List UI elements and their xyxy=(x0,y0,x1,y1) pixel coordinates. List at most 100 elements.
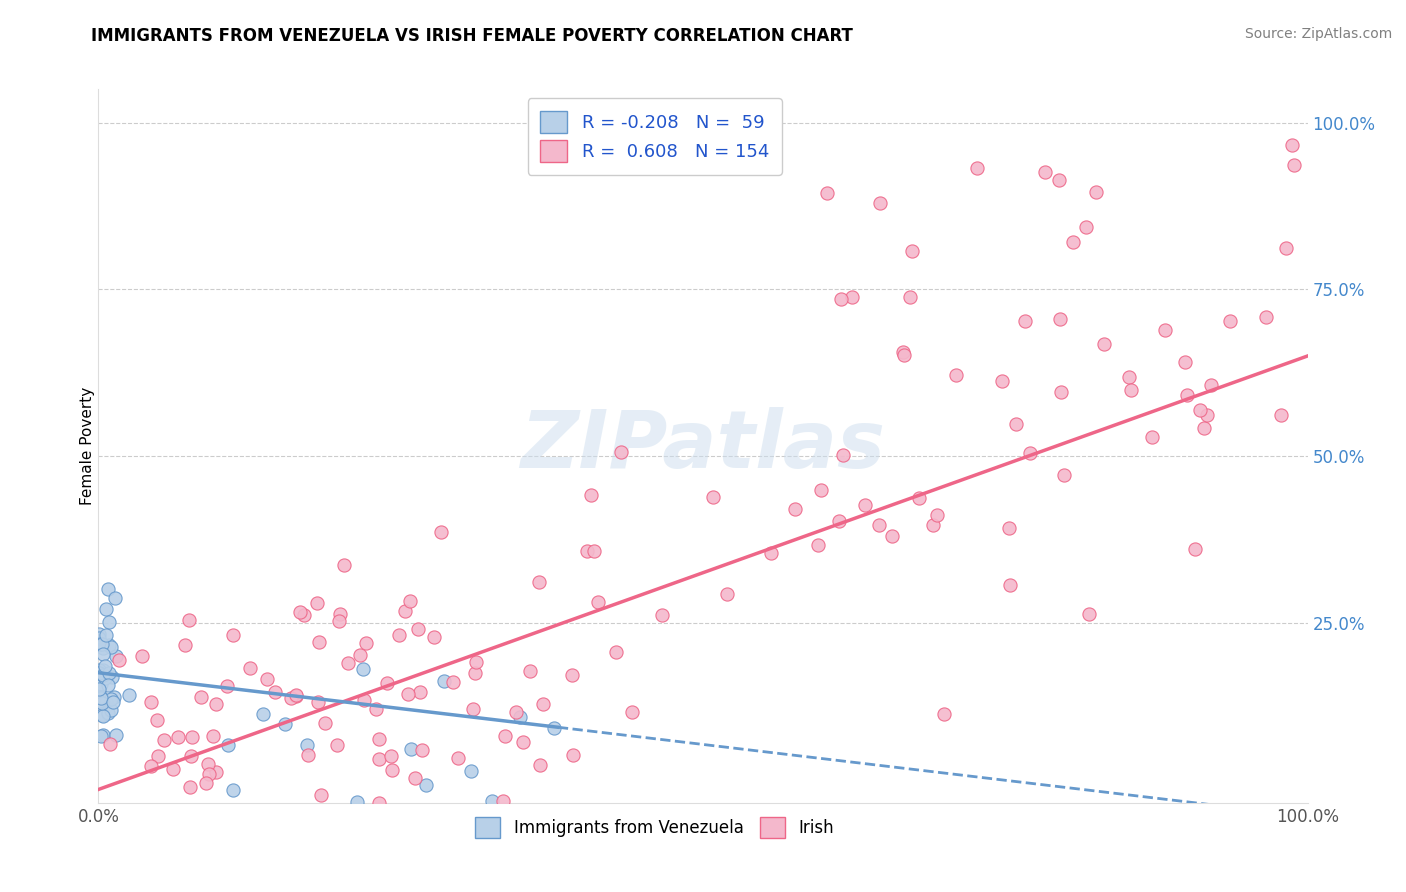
Point xyxy=(356,636,378,650)
Point xyxy=(785,502,807,516)
Point xyxy=(716,586,738,600)
Point xyxy=(810,483,832,498)
Point xyxy=(105,728,128,742)
Point xyxy=(166,730,188,744)
Point xyxy=(97,665,120,680)
Point xyxy=(519,665,541,679)
Point xyxy=(94,695,117,709)
Point xyxy=(1142,429,1164,443)
Point xyxy=(202,730,225,744)
Point xyxy=(759,546,782,560)
Point xyxy=(292,607,315,622)
Point xyxy=(380,764,402,778)
Point xyxy=(93,671,115,685)
Point xyxy=(360,807,382,822)
Point xyxy=(90,690,112,704)
Point xyxy=(1005,417,1028,431)
Point xyxy=(107,653,129,667)
Point xyxy=(807,537,830,551)
Point xyxy=(891,345,914,359)
Point xyxy=(908,491,931,506)
Point xyxy=(621,705,644,719)
Point xyxy=(1192,421,1215,435)
Point xyxy=(561,668,583,682)
Point xyxy=(97,615,120,629)
Point xyxy=(295,738,318,752)
Point xyxy=(93,805,115,820)
Point xyxy=(285,688,308,702)
Point xyxy=(1062,235,1084,249)
Point xyxy=(239,661,262,675)
Point xyxy=(273,717,295,731)
Point xyxy=(404,772,426,786)
Point xyxy=(194,776,217,790)
Point xyxy=(579,488,602,502)
Point xyxy=(1077,607,1099,622)
Point xyxy=(927,508,949,522)
Point xyxy=(89,694,111,708)
Point xyxy=(1219,314,1241,328)
Point xyxy=(181,730,204,744)
Point xyxy=(308,635,330,649)
Point xyxy=(401,741,423,756)
Point xyxy=(1019,446,1042,460)
Point xyxy=(222,783,245,797)
Point xyxy=(197,766,219,780)
Point xyxy=(256,672,278,686)
Point xyxy=(100,670,122,684)
Point xyxy=(180,749,202,764)
Point xyxy=(93,663,115,677)
Point xyxy=(1085,186,1108,200)
Point xyxy=(346,795,368,809)
Point xyxy=(529,757,551,772)
Y-axis label: Female Poverty: Female Poverty xyxy=(80,387,94,505)
Point xyxy=(90,729,112,743)
Point xyxy=(204,765,226,780)
Point xyxy=(991,374,1014,388)
Point xyxy=(229,815,252,830)
Point xyxy=(264,684,287,698)
Point xyxy=(162,763,184,777)
Point xyxy=(411,742,433,756)
Point xyxy=(605,645,627,659)
Point xyxy=(880,528,903,542)
Point xyxy=(218,738,240,752)
Point xyxy=(307,695,329,709)
Point xyxy=(406,623,429,637)
Point xyxy=(91,696,114,710)
Point xyxy=(146,814,169,829)
Point xyxy=(562,747,585,762)
Point xyxy=(91,708,114,723)
Point xyxy=(336,657,359,671)
Point xyxy=(91,668,114,682)
Point xyxy=(103,690,125,704)
Point xyxy=(396,688,419,702)
Point xyxy=(575,544,598,558)
Point xyxy=(529,575,551,590)
Point xyxy=(380,749,402,764)
Point xyxy=(93,647,115,661)
Point xyxy=(1184,542,1206,557)
Point xyxy=(145,713,167,727)
Point xyxy=(100,737,122,751)
Point xyxy=(828,514,851,528)
Point xyxy=(509,710,531,724)
Point xyxy=(252,707,274,722)
Point xyxy=(97,815,120,830)
Point xyxy=(90,691,112,706)
Point xyxy=(868,518,890,533)
Point xyxy=(309,788,332,802)
Point xyxy=(100,640,122,655)
Point xyxy=(394,604,416,618)
Point xyxy=(314,716,336,731)
Point xyxy=(90,637,112,651)
Point xyxy=(87,627,110,641)
Point xyxy=(131,649,153,664)
Point xyxy=(423,630,446,644)
Point xyxy=(494,729,516,743)
Point xyxy=(333,558,356,572)
Point xyxy=(1256,310,1278,325)
Point xyxy=(409,685,432,699)
Point xyxy=(179,780,201,794)
Text: ZIPatlas: ZIPatlas xyxy=(520,407,886,485)
